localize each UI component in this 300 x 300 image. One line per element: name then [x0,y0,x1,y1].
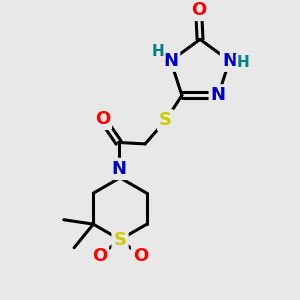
Text: O: O [191,1,206,19]
Text: O: O [92,247,107,265]
Text: S: S [159,111,172,129]
Text: N: N [211,86,226,104]
Text: S: S [113,231,127,249]
Text: N: N [163,52,178,70]
Text: N: N [222,52,237,70]
Text: O: O [95,110,110,128]
Text: H: H [152,44,165,59]
Text: H: H [236,55,249,70]
Text: O: O [133,247,148,265]
Text: N: N [111,160,126,178]
